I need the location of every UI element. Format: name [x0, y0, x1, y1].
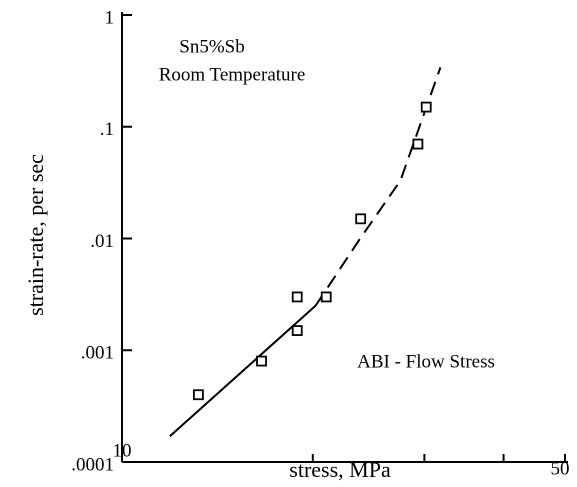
y-tick-label: .1 [100, 119, 114, 140]
y-tick-label: .0001 [71, 454, 114, 475]
y-tick-label: .001 [81, 343, 114, 364]
fit-line [169, 305, 317, 437]
data-point [291, 291, 303, 303]
x-axis-label: stress, MPa [289, 457, 391, 482]
data-point [412, 138, 424, 150]
y-tick-label: 1 [105, 7, 115, 28]
x-tick-label: 10 [113, 440, 132, 461]
x-tick-label: 50 [551, 458, 570, 479]
y-axis-label: strain-rate, per sec [23, 154, 48, 316]
data-point [355, 213, 367, 225]
y-tick-label: .01 [90, 231, 114, 252]
data-point [320, 291, 332, 303]
data-point [193, 389, 204, 401]
annotation: Room Temperature [159, 64, 306, 85]
fit-line [314, 67, 442, 307]
data-point [256, 355, 267, 367]
annotation: Sn5%Sb [179, 36, 244, 57]
data-point [420, 101, 432, 113]
data-point [291, 325, 303, 336]
annotation: ABI - Flow Stress [357, 351, 495, 372]
